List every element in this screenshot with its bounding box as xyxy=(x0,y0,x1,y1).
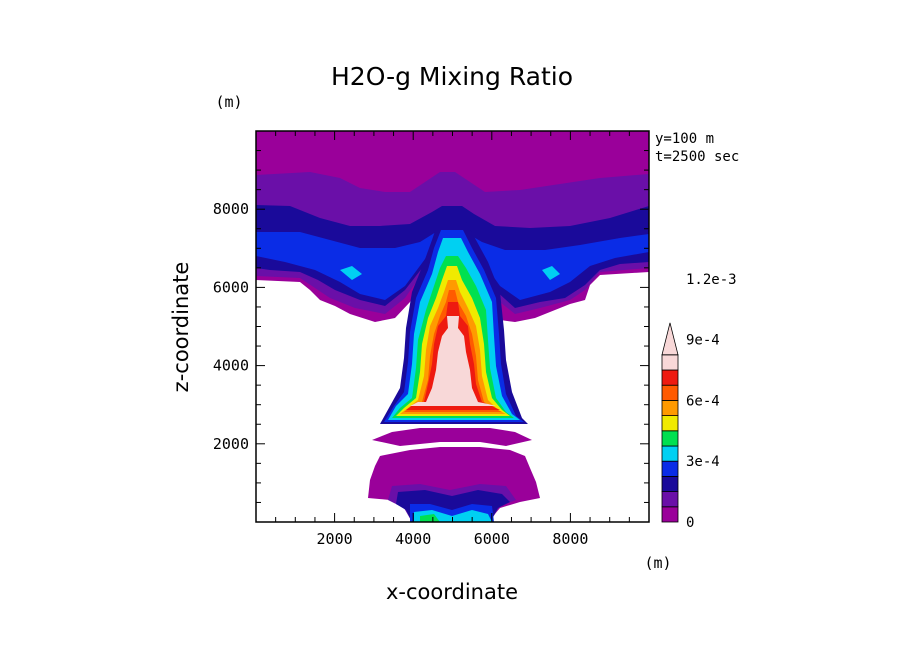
y-tick-label: 6000 xyxy=(213,278,249,296)
colorbar-label: 9e-4 xyxy=(686,333,720,349)
contour-level-0-dome xyxy=(372,428,532,446)
contour-level-10-plume xyxy=(410,316,496,406)
colorbar-label: 3e-4 xyxy=(686,454,720,470)
y-axis-label: z-coordinate xyxy=(169,262,193,393)
contour-level-5-lower xyxy=(420,514,440,522)
colorbar-swatch xyxy=(661,399,679,416)
axis-ticks xyxy=(256,131,649,522)
contour-level-4-wisp-right xyxy=(542,266,560,280)
colorbar: 0 3e-4 6e-4 9e-4 1.2e-3 xyxy=(661,272,737,531)
axis-tick-labels: 2000 4000 6000 8000 2000 4000 6000 8000 xyxy=(213,200,589,548)
x-unit-label: (m) xyxy=(644,554,671,572)
x-tick-label: 6000 xyxy=(474,530,510,548)
colorbar-label: 6e-4 xyxy=(686,393,720,409)
colorbar-swatch xyxy=(661,460,679,477)
colorbar-swatch xyxy=(661,384,679,401)
colorbar-swatch xyxy=(661,430,679,447)
colorbar-swatch xyxy=(661,415,679,432)
y-tick-label: 8000 xyxy=(213,200,249,218)
annotation-line-2: t=2500 sec xyxy=(655,149,739,165)
contour-plot xyxy=(256,131,649,522)
colorbar-swatch xyxy=(661,354,679,371)
colorbar-swatch xyxy=(661,445,679,462)
colorbar-swatch xyxy=(661,369,679,386)
colorbar-swatch xyxy=(661,475,679,492)
contour-level-3-band xyxy=(256,232,649,300)
colorbar-swatch xyxy=(661,491,679,508)
x-tick-label: 4000 xyxy=(395,530,431,548)
x-tick-label: 8000 xyxy=(552,530,588,548)
colorbar-extend-arrow xyxy=(661,322,679,356)
y-tick-label: 2000 xyxy=(213,435,249,453)
x-axis-label: x-coordinate xyxy=(386,580,518,604)
contour-level-4-wisp-left xyxy=(340,266,362,280)
x-tick-label: 2000 xyxy=(317,530,353,548)
colorbar-swatch xyxy=(661,506,679,523)
y-tick-label: 4000 xyxy=(213,357,249,375)
colorbar-label: 1.2e-3 xyxy=(686,272,737,288)
y-unit-label: (m) xyxy=(215,93,242,111)
colorbar-label: 0 xyxy=(686,515,694,531)
annotation-line-1: y=100 m xyxy=(655,131,714,147)
chart-title: H2O-g Mixing Ratio xyxy=(331,62,573,91)
